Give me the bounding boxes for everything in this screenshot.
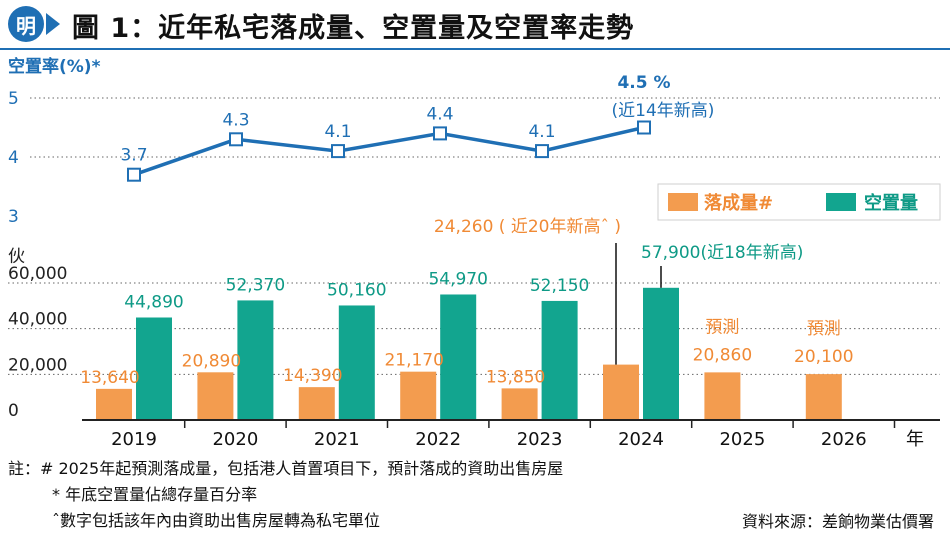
forecast-label: 預測: [705, 317, 739, 337]
vacancy-rate-label: 4.5 %: [617, 73, 670, 93]
line-y-axis-label: 空置率(%)*: [8, 56, 101, 77]
x-axis-year-label: 2023: [517, 429, 563, 450]
bar-y-tick-label: 60,000: [8, 264, 67, 284]
footnote-1: 註：# 2025年起預測落成量，包括港人首置項目下，預計落成的資助出售房屋: [8, 459, 564, 478]
x-axis-year-label: 2026: [821, 429, 867, 450]
source-credit: 資料來源：差餉物業估價署: [741, 512, 934, 531]
completion-bar: [400, 371, 437, 420]
vacancy-rate-line: [133, 125, 645, 177]
vacant-value-label: 54,970: [428, 269, 487, 289]
legend-label-vacant: 空置量: [864, 192, 918, 214]
completion-value-label: 20,100: [794, 347, 853, 367]
x-axis-year-label: 2025: [719, 429, 765, 450]
x-axis-unit-label: 年: [906, 429, 924, 450]
completion-value-label: 20,860: [693, 345, 752, 365]
vacant-value-label: 57,900(近18年新高): [641, 243, 803, 263]
completion-value-label: 24,260 ( 近20年新高ˆ ): [434, 217, 621, 237]
footnote-3: ˆ數字包括該年內由資助出售房屋轉為私宅單位: [52, 511, 381, 530]
vacant-bar: [237, 300, 274, 420]
bar-y-tick-label: 20,000: [8, 355, 67, 375]
completion-bar: [603, 364, 639, 420]
bar-y-tick-label: 0: [8, 401, 19, 421]
completion-value-label: 13,640: [80, 368, 139, 388]
forecast-label: 預測: [807, 319, 841, 339]
bar-y-tick-label: 40,000: [8, 310, 67, 330]
completion-value-label: 21,170: [384, 351, 443, 371]
vacant-value-label: 50,160: [327, 280, 386, 300]
line-y-tick-label: 3: [8, 207, 19, 227]
vacancy-rate-marker: [535, 144, 549, 159]
vacant-bar: [136, 317, 172, 420]
completion-bar: [96, 388, 132, 420]
vacancy-rate-label: 4.4: [426, 104, 453, 124]
completion-value-label: 20,890: [182, 351, 241, 371]
logo-arrow-icon: [46, 13, 60, 35]
x-axis-year-label: 2024: [618, 429, 664, 450]
footnotes: 註：# 2025年起預測落成量，包括港人首置項目下，預計落成的資助出售房屋 * …: [8, 456, 563, 534]
vacant-value-label: 52,370: [226, 275, 285, 295]
x-axis-year-label: 2019: [111, 429, 157, 450]
vacant-bar: [541, 300, 578, 420]
vacancy-rate-marker: [433, 126, 447, 141]
completion-bar: [501, 388, 538, 420]
vacant-value-label: 52,150: [530, 276, 589, 296]
x-axis-year-label: 2020: [212, 429, 258, 450]
legend-swatch-completions: [668, 193, 698, 211]
line-y-tick-label: 5: [8, 89, 19, 109]
footnote-2: * 年底空置量佔總存量百分率: [52, 485, 258, 504]
vacancy-rate-label: 4.3: [222, 110, 249, 130]
completion-bar: [704, 372, 741, 420]
vacancy-rate-label: 3.7: [120, 146, 147, 166]
completion-value-label: 13,850: [486, 367, 545, 387]
vacancy-rate-marker: [637, 120, 651, 135]
bar-y-axis-label: 伙: [8, 247, 25, 267]
x-axis-year-label: 2021: [314, 429, 360, 450]
vacancy-rate-marker: [331, 144, 345, 159]
newspaper-logo: 明: [8, 6, 44, 42]
vacant-bar: [643, 287, 679, 420]
completion-value-label: 14,390: [283, 366, 342, 386]
vacant-value-label: 44,890: [124, 293, 183, 313]
line-y-tick-label: 4: [8, 148, 19, 168]
completion-bar: [805, 374, 842, 420]
vacancy-rate-marker: [229, 132, 243, 147]
vacant-bar: [440, 294, 477, 420]
header-divider: [0, 48, 950, 50]
vacancy-rate-marker: [127, 167, 141, 182]
x-axis-year-label: 2022: [415, 429, 461, 450]
legend-label-completions: 落成量#: [704, 192, 773, 214]
vacant-bar: [338, 305, 375, 420]
vacancy-rate-label: 4.1: [324, 122, 351, 142]
completion-bar: [298, 387, 335, 420]
vacancy-rate-annotation: (近14年新高): [612, 101, 715, 121]
legend-swatch-vacant: [826, 193, 856, 211]
completion-bar: [197, 372, 234, 420]
chart-title: 圖 1：近年私宅落成量、空置量及空置率走勢: [72, 13, 635, 44]
vacancy-rate-label: 4.1: [528, 122, 555, 142]
header: 明 圖 1：近年私宅落成量、空置量及空置率走勢: [0, 0, 950, 48]
legend-box: [657, 183, 941, 221]
